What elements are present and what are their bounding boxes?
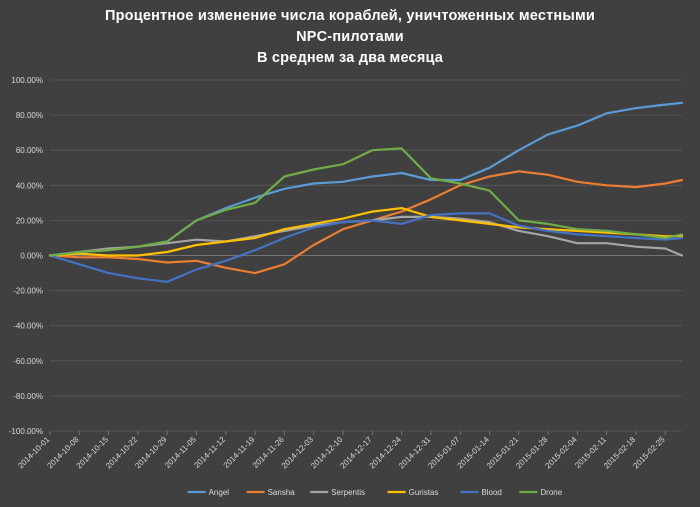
legend-label: Sansha xyxy=(268,488,296,497)
y-tick-label: -80.00% xyxy=(13,392,43,401)
legend-label: Angel xyxy=(209,488,230,497)
series-line-guristas xyxy=(48,207,684,257)
y-tick-label: -60.00% xyxy=(13,357,43,366)
y-tick-label: -40.00% xyxy=(13,322,43,331)
y-tick-label: 100.00% xyxy=(11,76,43,85)
y-tick-label: -100.00% xyxy=(9,427,43,436)
series-line-sansha xyxy=(48,170,684,275)
legend-label: Drone xyxy=(540,488,562,497)
y-tick-label: 60.00% xyxy=(16,146,43,155)
legend-label: Blood xyxy=(481,488,501,497)
x-tick-label: 2015-02-25 xyxy=(631,435,667,471)
series-line-drone xyxy=(48,147,684,257)
y-tick-label: 20.00% xyxy=(16,216,43,225)
y-tick-label: 80.00% xyxy=(16,111,43,120)
y-tick-label: 0.00% xyxy=(20,252,43,261)
chart-title-line-3: В среднем за два месяца xyxy=(256,50,444,66)
chart-title-line-2: NPC-пилотами xyxy=(296,29,404,45)
y-tick-label: -20.00% xyxy=(13,287,43,296)
y-tick-label: 40.00% xyxy=(16,181,43,190)
chart-title-line-1: Процентное изменение числа кораблей, уни… xyxy=(104,8,596,24)
series-line-blood xyxy=(48,212,684,283)
legend-label: Guristas xyxy=(409,488,439,497)
legend-label: Serpentis xyxy=(331,488,365,497)
